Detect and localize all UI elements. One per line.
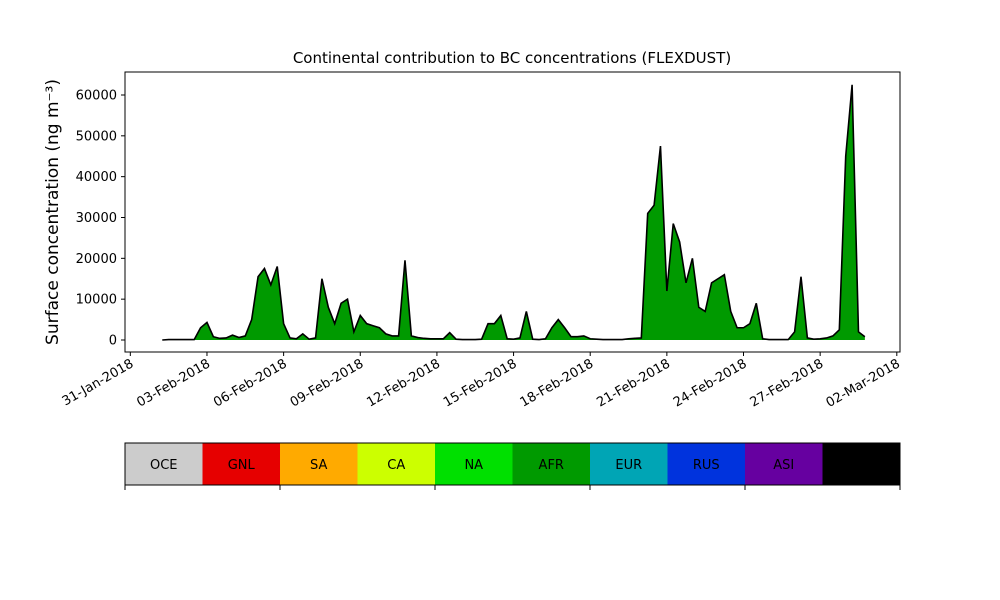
colorbar-frame xyxy=(124,442,901,486)
y-tick-label: 40000 xyxy=(76,170,117,185)
y-tick-label: 0 xyxy=(109,333,117,348)
y-axis-label: Surface concentration (ng m⁻³) xyxy=(43,79,63,345)
area xyxy=(162,84,865,340)
colorbar-label: RUS xyxy=(693,458,720,473)
colorbar-swatch xyxy=(357,443,435,485)
colorbar-label: OCE xyxy=(150,458,178,473)
colorbar-swatch xyxy=(667,443,745,485)
x-tick-label: 24-Feb-2018 xyxy=(671,356,750,410)
x-tick-label: 15-Feb-2018 xyxy=(441,356,520,410)
chart-title: Continental contribution to BC concentra… xyxy=(293,49,731,67)
colorbar-swatch xyxy=(202,443,280,485)
y-tick-label: 60000 xyxy=(76,88,117,103)
x-tick-label: 02-Mar-2018 xyxy=(824,356,903,410)
colorbar-swatch xyxy=(125,443,203,485)
colorbar-swatch xyxy=(822,443,900,485)
colorbar-label: AFR xyxy=(539,458,564,473)
y-tick-label: 20000 xyxy=(76,252,117,267)
plot-frame xyxy=(124,71,901,353)
x-tick-label: 09-Feb-2018 xyxy=(288,356,367,410)
x-tick-label: 21-Feb-2018 xyxy=(594,356,673,410)
colorbar-swatch xyxy=(745,443,823,485)
colorbar-swatch xyxy=(512,443,590,485)
colorbar-label: GNL xyxy=(228,458,256,473)
colorbar-label: SA xyxy=(310,458,327,473)
x-tick-label: 03-Feb-2018 xyxy=(134,356,213,410)
colorbar-swatch xyxy=(435,443,513,485)
x-tick-label: 27-Feb-2018 xyxy=(748,356,827,410)
x-tick-label: 31-Jan-2018 xyxy=(60,356,137,409)
y-tick-label: 10000 xyxy=(76,293,117,308)
colorbar-label: AUS xyxy=(848,458,875,473)
y-tick-label: 30000 xyxy=(76,211,117,226)
colorbar-label: EUR xyxy=(615,458,642,473)
colorbar-label: NA xyxy=(464,458,483,473)
area-outline xyxy=(162,84,866,341)
colorbar-swatch xyxy=(280,443,358,485)
x-tick-label: 12-Feb-2018 xyxy=(364,356,443,410)
y-tick-label: 50000 xyxy=(76,129,117,144)
colorbar-label: ASI xyxy=(773,458,794,473)
x-tick-label: 06-Feb-2018 xyxy=(211,356,290,410)
x-tick-label: 18-Feb-2018 xyxy=(518,356,597,410)
colorbar-label: CA xyxy=(387,458,405,473)
colorbar-swatch xyxy=(590,443,668,485)
